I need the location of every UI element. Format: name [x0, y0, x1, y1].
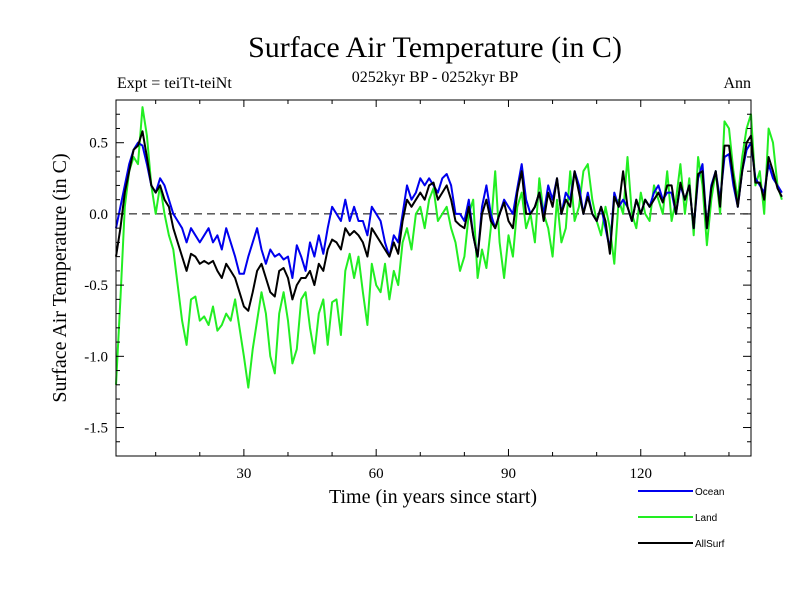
series-line-land [115, 106, 783, 389]
series-line-ocean [115, 141, 783, 279]
chart-title: Surface Air Temperature (in C) [248, 31, 622, 64]
x-tick-label: 30 [236, 466, 251, 482]
season-label: Ann [723, 75, 751, 92]
y-tick-label: 0.5 [89, 136, 108, 152]
period-label: 0252kyr BP - 0252kyr BP [352, 69, 519, 86]
legend: Ocean Land AllSurf [638, 487, 725, 550]
x-axis-label: Time (in years since start) [329, 486, 537, 508]
series-line-allsurf [115, 130, 783, 312]
y-tick-label: -1.5 [84, 421, 108, 437]
plot-area [115, 106, 783, 389]
y-tick-label: 0.0 [89, 207, 108, 223]
legend-label-land: Land [695, 513, 717, 524]
expt-label: Expt = teiTt-teiNt [117, 75, 232, 92]
y-axis-label: Surface Air Temperature (in C) [49, 153, 71, 402]
x-tick-label: 60 [369, 466, 384, 482]
plot-frame [115, 99, 752, 457]
legend-label-allsurf: AllSurf [695, 539, 725, 550]
axis-ticks: 30 60 90 120 -1.5 -1.0 -0.5 0.0 0.5 [84, 100, 751, 482]
x-tick-label: 90 [501, 466, 516, 482]
legend-label-ocean: Ocean [695, 487, 724, 498]
y-tick-label: -1.0 [84, 349, 108, 365]
y-tick-label: -0.5 [84, 278, 108, 294]
x-tick-label: 120 [630, 466, 653, 482]
